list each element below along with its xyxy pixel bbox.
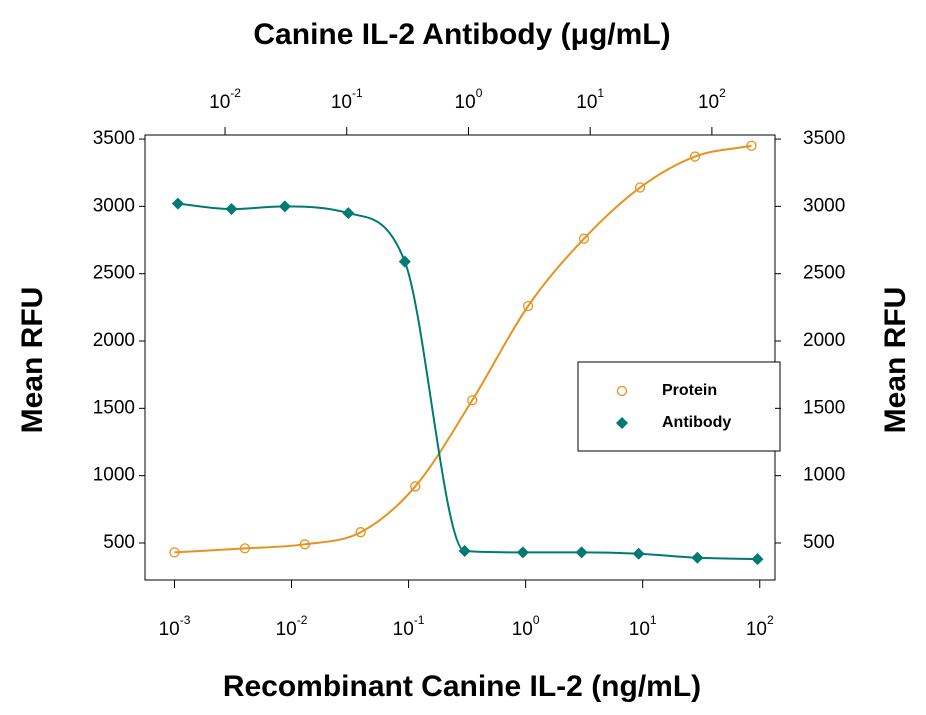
tick-exponent: 2 bbox=[767, 613, 774, 627]
tick-exponent: -1 bbox=[352, 86, 363, 100]
tick-exponent: -3 bbox=[180, 613, 191, 627]
tick-exponent: 2 bbox=[719, 86, 726, 100]
circle-marker bbox=[169, 547, 180, 558]
diamond-marker bbox=[575, 546, 588, 559]
legend-marker bbox=[616, 417, 628, 429]
diamond-marker bbox=[398, 255, 411, 268]
y-tick-label: 2000 bbox=[93, 330, 135, 351]
y-tick-label: 3500 bbox=[93, 128, 135, 149]
xticks-label: 10-1 bbox=[393, 613, 425, 640]
y-tick-label: 3000 bbox=[93, 195, 135, 216]
tick-base: 10 bbox=[276, 619, 297, 640]
y2-tick-label: 2500 bbox=[803, 263, 845, 284]
tick-base: 10 bbox=[455, 92, 476, 113]
tick-base: 10 bbox=[331, 92, 352, 113]
y-tick-label: 1500 bbox=[93, 397, 135, 418]
diamond-marker bbox=[342, 207, 355, 220]
diamond-marker bbox=[225, 203, 238, 216]
tick-exponent: 1 bbox=[650, 613, 657, 627]
circle-marker bbox=[355, 527, 366, 538]
tick-exponent: -2 bbox=[297, 613, 308, 627]
y-tick-label: 2500 bbox=[93, 263, 135, 284]
circle-marker bbox=[578, 233, 590, 244]
diamond-marker bbox=[691, 551, 704, 564]
diamond-marker bbox=[751, 553, 764, 566]
diamond-marker bbox=[632, 547, 645, 560]
x2ticks-label: 100 bbox=[455, 86, 483, 113]
diamond-marker bbox=[516, 546, 529, 559]
xticks-label: 10-2 bbox=[276, 613, 308, 640]
circle-marker bbox=[746, 140, 757, 151]
x2ticks-label: 101 bbox=[576, 86, 604, 113]
circle-marker bbox=[299, 539, 311, 550]
legend-label: Antibody bbox=[662, 414, 731, 431]
y-tick-label: 1000 bbox=[93, 465, 135, 486]
tick-base: 10 bbox=[393, 619, 414, 640]
y2-tick-label: 1000 bbox=[803, 465, 845, 486]
circle-marker bbox=[522, 300, 534, 312]
xticks-label: 101 bbox=[629, 613, 657, 640]
x2ticks-label: 10-1 bbox=[331, 86, 363, 113]
diamond-marker bbox=[278, 200, 291, 213]
xticks-label: 102 bbox=[746, 613, 774, 640]
y2-axis-title: Mean RFU bbox=[879, 287, 912, 434]
circle-marker bbox=[239, 543, 251, 554]
tick-base: 10 bbox=[629, 619, 650, 640]
y2-tick-label: 500 bbox=[803, 532, 835, 553]
tick-exponent: 0 bbox=[476, 86, 483, 100]
tick-exponent: -1 bbox=[414, 613, 425, 627]
tick-exponent: -2 bbox=[230, 86, 241, 100]
diamond-marker bbox=[458, 545, 471, 558]
legend-box bbox=[577, 361, 781, 452]
tick-exponent: 0 bbox=[533, 613, 540, 627]
tick-base: 10 bbox=[209, 92, 230, 113]
circle-marker bbox=[689, 151, 701, 162]
y2-tick-label: 3500 bbox=[803, 128, 845, 149]
plot-frame bbox=[144, 134, 776, 581]
diamond-marker bbox=[171, 197, 184, 210]
tick-base: 10 bbox=[159, 619, 180, 640]
y2-tick-label: 2000 bbox=[803, 330, 845, 351]
x2ticks-label: 10-2 bbox=[209, 86, 241, 113]
tick-base: 10 bbox=[746, 619, 767, 640]
y-axis-title: Mean RFU bbox=[16, 287, 49, 434]
legend-label: Protein bbox=[662, 382, 717, 399]
xticks-label: 100 bbox=[512, 613, 540, 640]
top-axis-title: Canine IL-2 Antibody (μg/mL) bbox=[253, 18, 670, 51]
tick-base: 10 bbox=[512, 619, 533, 640]
x2ticks-label: 102 bbox=[698, 86, 726, 113]
circle-marker bbox=[467, 395, 478, 406]
tick-base: 10 bbox=[576, 92, 597, 113]
y-tick-label: 500 bbox=[103, 532, 135, 553]
bottom-axis-title: Recombinant Canine IL-2 (ng/mL) bbox=[223, 670, 701, 703]
xticks-label: 10-3 bbox=[159, 613, 191, 640]
legend-marker bbox=[616, 385, 628, 397]
circle-marker bbox=[634, 182, 646, 193]
tick-exponent: 1 bbox=[597, 86, 604, 100]
y2-tick-label: 3000 bbox=[803, 195, 845, 216]
circle-marker bbox=[410, 481, 421, 492]
tick-base: 10 bbox=[698, 92, 719, 113]
y2-tick-label: 1500 bbox=[803, 397, 845, 418]
